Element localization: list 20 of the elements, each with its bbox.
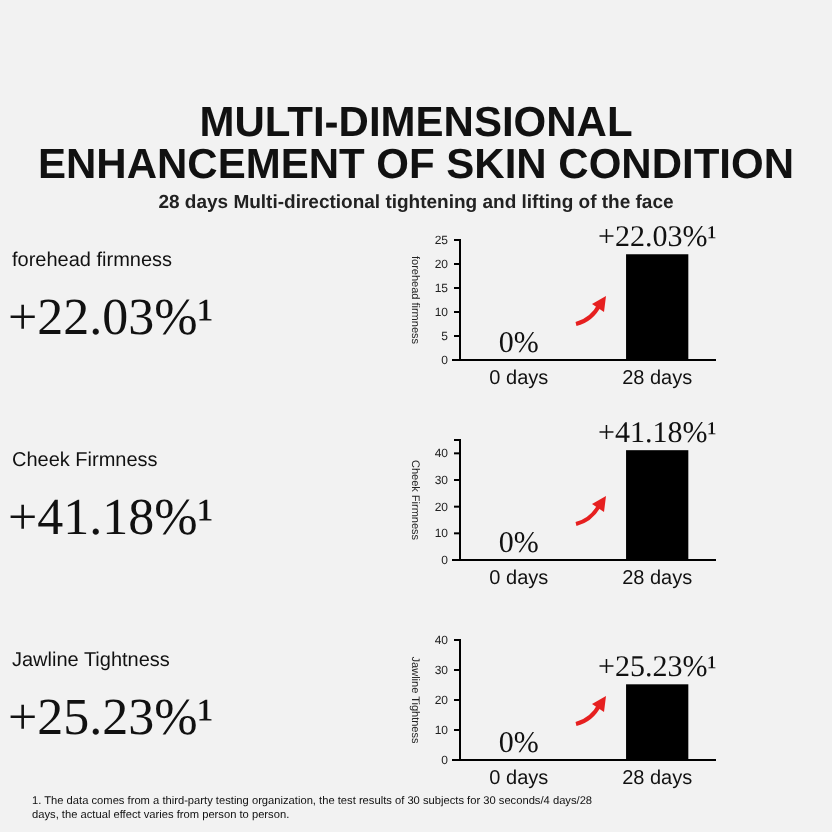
data-label: +41.18%¹ xyxy=(597,418,717,451)
x-tick-label: 28 days xyxy=(622,368,693,390)
text: 28 days Multi-directional tightening and lifting of the face xyxy=(158,192,674,214)
data-label: 0% xyxy=(498,328,539,360)
x-tick-label: 28 days xyxy=(622,768,693,790)
text: MULTI-DIMENSIONAL ENHANCEMENT OF SKIN CONDITION xyxy=(38,100,794,188)
data-label: 0% xyxy=(498,728,539,760)
x-tick-label: 0 days xyxy=(489,768,549,790)
x-tick-label: 0 days xyxy=(489,568,549,590)
x-tick-label: 0 days xyxy=(489,368,549,390)
text: Cheek Firmness xyxy=(12,450,158,472)
text: Jawline Tightness xyxy=(12,650,170,672)
text: +25.23%¹ xyxy=(8,688,214,746)
data-label: +25.23%¹ xyxy=(597,652,717,685)
text: +41.18%¹ xyxy=(8,488,214,546)
data-label: +22.03%¹ xyxy=(597,222,717,255)
x-tick-label: 28 days xyxy=(622,568,693,590)
data-label: 0% xyxy=(498,528,539,560)
text: +22.03%¹ xyxy=(8,288,214,346)
text: forehead firmness xyxy=(12,250,173,272)
